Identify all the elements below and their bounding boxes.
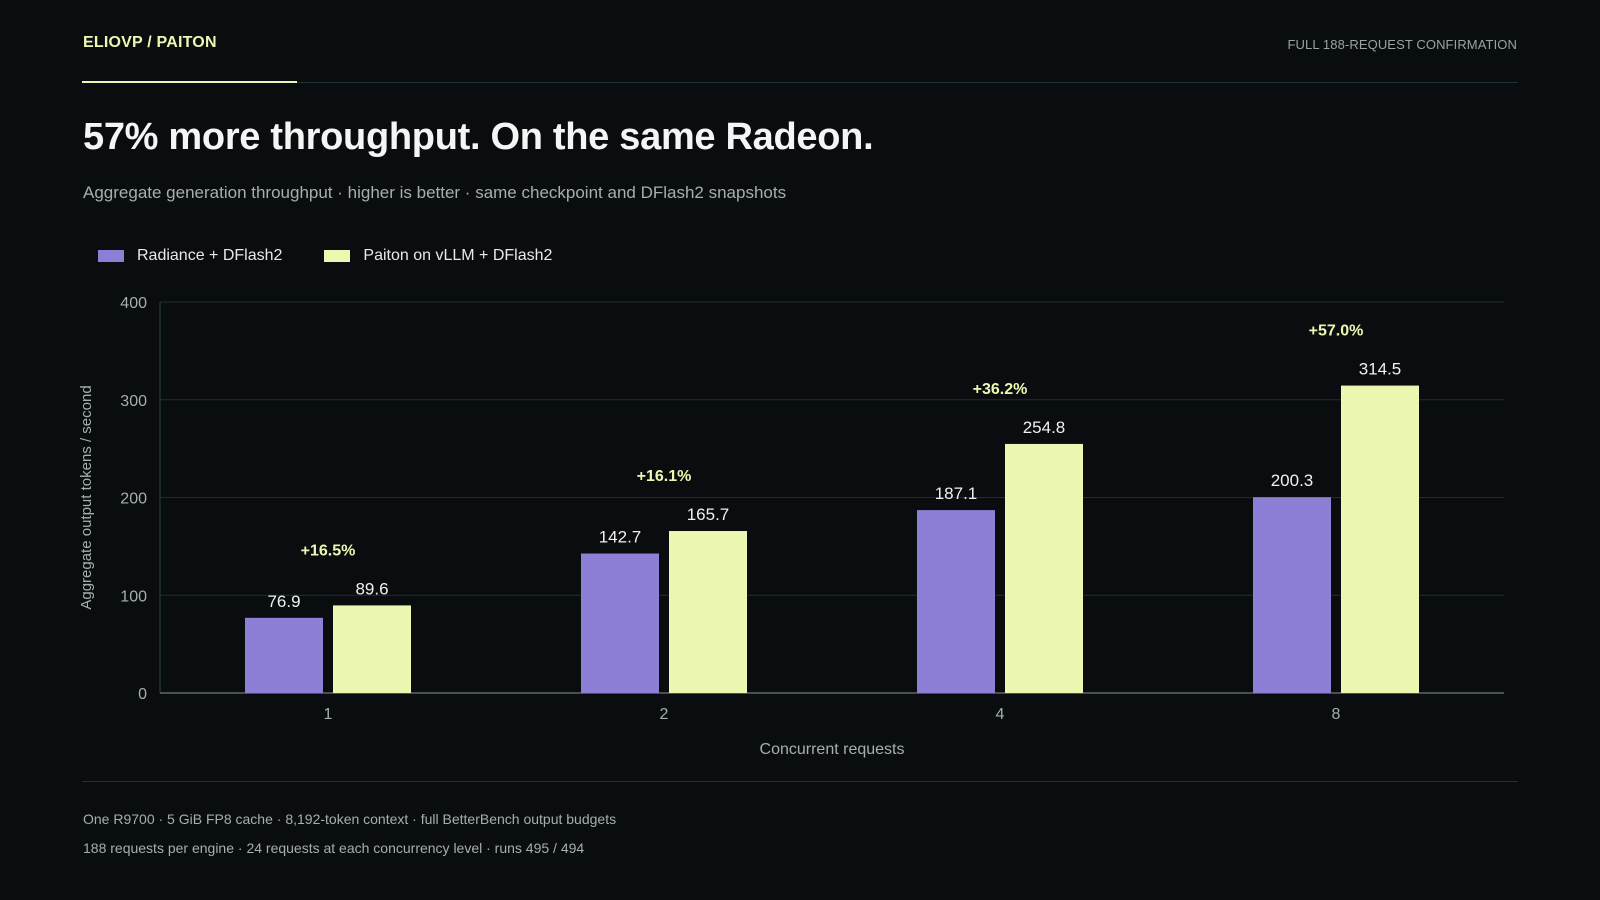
brand-label: ELIOVP / PAITON <box>83 34 217 51</box>
chart-legend: Radiance + DFlash2 Paiton on vLLM + DFla… <box>98 247 594 265</box>
data-label: 187.1 <box>935 484 978 503</box>
bar-chart: 0 100 200 300 400 76.9 89.6 +16.5% 1 142.7 165.7 +1… <box>78 295 1504 758</box>
data-label: 165.7 <box>687 505 730 524</box>
legend-swatch-series-a <box>98 250 124 262</box>
bar-radiance-1 <box>245 617 323 693</box>
footer-note-1: One R9700 · 5 GiB FP8 cache · 8,192-toke… <box>83 811 617 827</box>
x-axis-title: Concurrent requests <box>760 741 905 758</box>
gain-annotation: +36.2% <box>973 381 1028 398</box>
y-tick-label: 200 <box>120 491 147 508</box>
bar-paiton-4 <box>1005 443 1083 693</box>
bar-paiton-8 <box>1341 385 1419 693</box>
data-label: 76.9 <box>267 592 300 611</box>
legend-item-series-a: Radiance + DFlash2 <box>98 247 282 265</box>
data-label: 314.5 <box>1359 360 1402 379</box>
data-label: 142.7 <box>599 528 642 547</box>
bar-paiton-2 <box>669 531 747 693</box>
footer-divider <box>82 781 1518 782</box>
footer-note-2: 188 requests per engine · 24 requests at… <box>83 840 585 856</box>
y-tick-label: 400 <box>120 295 147 312</box>
y-tick-label: 300 <box>120 393 147 410</box>
y-axis-title: Aggregate output tokens / second <box>78 385 95 609</box>
header-divider <box>82 82 1518 83</box>
header-right-label: FULL 188-REQUEST CONFIRMATION <box>1287 37 1517 52</box>
x-tick-label: 8 <box>1332 706 1341 723</box>
data-label: 89.6 <box>355 579 388 598</box>
data-label: 254.8 <box>1023 418 1066 437</box>
data-label: 200.3 <box>1271 471 1314 490</box>
bar-radiance-8 <box>1253 497 1331 693</box>
legend-label-series-a: Radiance + DFlash2 <box>137 247 283 264</box>
legend-label-series-b: Paiton on vLLM + DFlash2 <box>363 247 553 264</box>
legend-swatch-series-b <box>324 250 351 262</box>
gain-annotation: +16.1% <box>637 468 692 485</box>
page-subtitle: Aggregate generation throughput · higher… <box>83 183 787 202</box>
page-title: 57% more throughput. On the same Radeon. <box>83 116 874 158</box>
x-tick-label: 1 <box>324 706 333 723</box>
bar-radiance-4 <box>917 510 995 693</box>
y-tick-label: 0 <box>138 686 147 703</box>
bar-paiton-1 <box>333 605 411 693</box>
gain-annotation: +16.5% <box>301 542 356 559</box>
x-tick-label: 4 <box>996 706 1005 723</box>
legend-item-series-b: Paiton on vLLM + DFlash2 <box>324 247 552 265</box>
x-tick-label: 2 <box>660 706 669 723</box>
y-tick-label: 100 <box>120 588 147 605</box>
bar-radiance-2 <box>581 553 659 693</box>
gain-annotation: +57.0% <box>1309 323 1364 340</box>
header-accent-bar <box>82 81 297 83</box>
